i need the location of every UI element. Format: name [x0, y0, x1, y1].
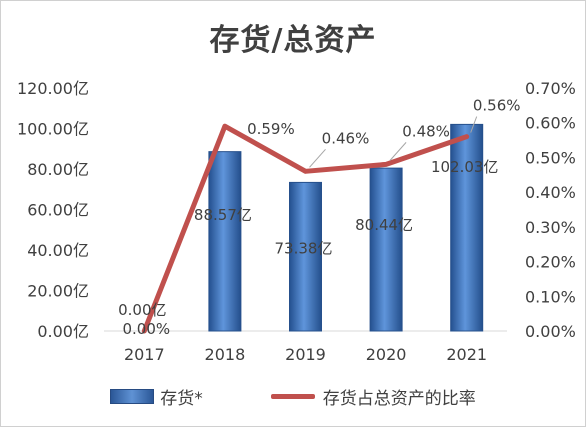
- y-right-tick-label: 0.40%: [525, 183, 576, 202]
- y-left-tick-label: 80.00亿: [27, 160, 89, 179]
- y-right-tick-label: 0.60%: [525, 114, 576, 133]
- bar-data-label: 80.44亿: [355, 216, 413, 234]
- legend-item-line: 存货占总资产的比率: [270, 384, 476, 409]
- y-right-tick-label: 0.70%: [525, 79, 576, 98]
- x-tick-label: 2017: [124, 345, 165, 364]
- y-right-tick-label: 0.30%: [525, 218, 576, 237]
- y-left-tick-label: 120.00亿: [17, 79, 89, 98]
- x-tick-label: 2018: [205, 345, 246, 364]
- legend-line-swatch: [270, 394, 315, 399]
- legend-bar-swatch: [110, 389, 155, 404]
- line-data-label: 0.56%: [473, 97, 521, 115]
- y-left-tick-label: 0.00亿: [37, 322, 89, 341]
- legend-item-bar: 存货*: [110, 384, 203, 409]
- x-tick-label: 2020: [366, 345, 407, 364]
- x-tick-label: 2019: [285, 345, 326, 364]
- legend-line-label: 存货占总资产的比率: [322, 389, 476, 409]
- bar: [289, 181, 322, 332]
- y-right-tick-label: 0.00%: [525, 322, 576, 341]
- line-data-label: 0.00%: [122, 320, 170, 338]
- ratio-line: [141, 123, 470, 334]
- line-label-leader: [389, 142, 407, 161]
- chart-title: 存货/总资产: [209, 23, 377, 58]
- line-data-label: 0.46%: [322, 129, 370, 147]
- legend-bar-label: 存货*: [160, 389, 203, 409]
- y-left-tick-label: 40.00亿: [27, 241, 89, 260]
- y-left-tick-label: 20.00亿: [27, 282, 89, 301]
- line-data-label: 0.59%: [247, 120, 295, 138]
- y-left-tick-label: 60.00亿: [27, 201, 89, 220]
- line-label-leader: [470, 116, 478, 133]
- y-right-tick-label: 0.20%: [525, 253, 576, 272]
- bar-data-label: 102.03亿: [431, 158, 499, 176]
- y-right-tick-label: 0.50%: [525, 148, 576, 167]
- bar-data-label: 88.57亿: [194, 206, 252, 224]
- line-label-leader: [309, 148, 326, 168]
- line-data-label: 0.48%: [402, 122, 450, 140]
- y-right-tick-label: 0.10%: [525, 287, 576, 306]
- bar: [208, 151, 242, 332]
- legend: 存货* 存货占总资产的比率: [1, 384, 585, 409]
- bar: [369, 167, 403, 332]
- y-left-tick-label: 100.00亿: [17, 120, 89, 139]
- x-tick-label: 2021: [446, 345, 487, 364]
- bar: [450, 123, 484, 332]
- bar-data-label: 73.38亿: [275, 240, 333, 258]
- bar-data-label: 0.00亿: [118, 301, 166, 319]
